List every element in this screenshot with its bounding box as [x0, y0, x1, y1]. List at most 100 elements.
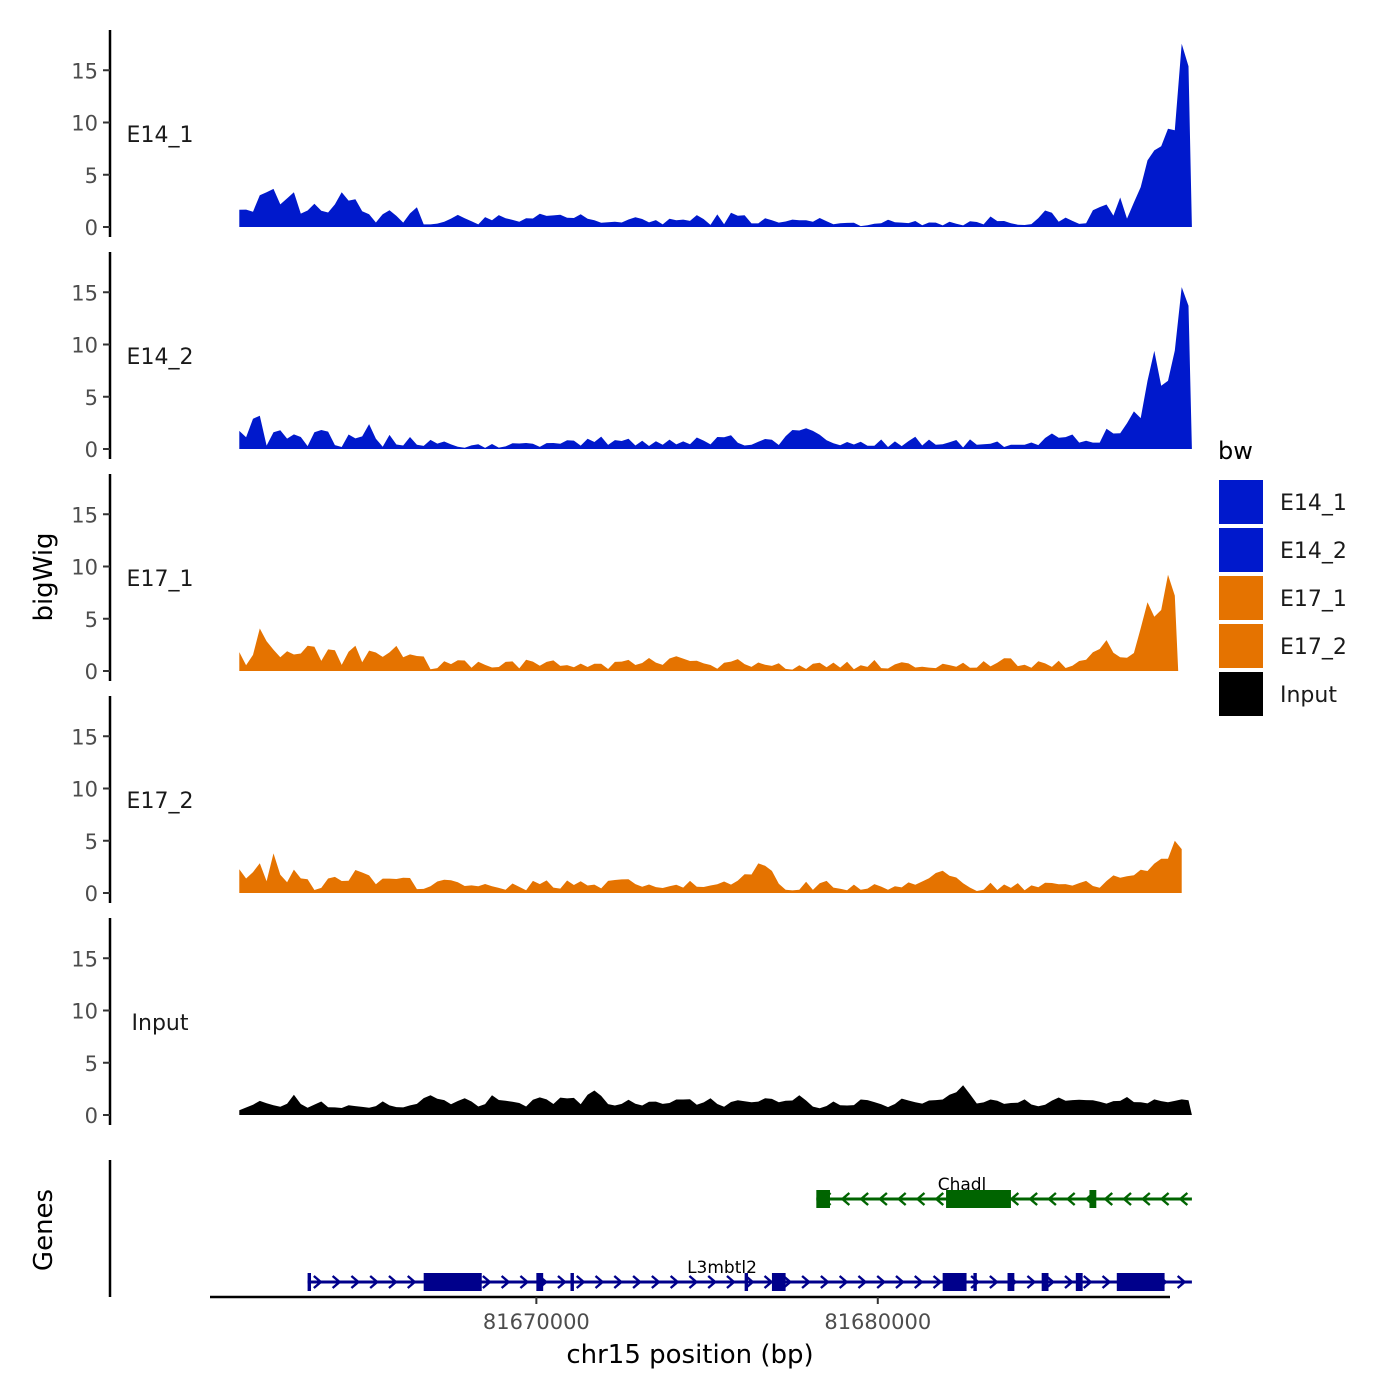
y-tick-label: 0 [85, 438, 98, 462]
legend-swatch-E14_2 [1219, 528, 1263, 572]
strand-arrow [575, 1275, 586, 1289]
exon [1089, 1190, 1097, 1208]
strand-arrow [726, 1275, 736, 1289]
strand-arrow [707, 1275, 718, 1289]
x-axis: 81670000 81680000 [210, 1295, 1170, 1334]
y-tick-label: 15 [71, 947, 98, 971]
exon [942, 1273, 967, 1291]
strand-arrow [350, 1275, 361, 1289]
legend-label-E17_2: E17_2 [1280, 635, 1347, 660]
panel-E14_1: 0 5 10 15 E14_1 [71, 30, 1192, 240]
gene-label: L3mbtl2 [687, 1258, 757, 1278]
exon [816, 1190, 830, 1208]
y-tick-label: 0 [85, 1104, 98, 1128]
exon [1116, 1273, 1165, 1291]
strand-arrow [840, 1192, 851, 1206]
strand-arrow [613, 1275, 624, 1289]
strand-arrow [688, 1275, 699, 1289]
legend-swatch-E17_1 [1219, 576, 1263, 620]
strand-arrow [1101, 1275, 1112, 1289]
strand-arrow [744, 1275, 755, 1289]
coverage-area-E14_1 [239, 43, 1192, 228]
y-tick-label: 0 [85, 216, 98, 240]
y-axis-title: bigWig [29, 532, 59, 621]
strand-arrow [838, 1275, 849, 1289]
panel-label: E17_1 [127, 567, 194, 592]
coverage-panels: 0 5 10 15 E14_1 0 5 10 15 E14_2 0 5 10 15 E17_1 0 5 10 15 E… [71, 30, 1192, 1128]
strand-arrow [406, 1275, 417, 1289]
legend-label-E17_1: E17_1 [1280, 587, 1347, 612]
exon [570, 1273, 574, 1291]
legend-title: bw [1218, 437, 1253, 465]
exon [423, 1273, 482, 1291]
strand-arrow [763, 1275, 774, 1289]
coverage-area-E14_2 [239, 287, 1192, 449]
strand-arrow [895, 1275, 905, 1289]
y-tick-label: 0 [85, 660, 98, 684]
panel-E17_1: 0 5 10 15 E17_1 [71, 474, 1179, 684]
legend-label-Input: Input [1280, 683, 1337, 708]
x-tick-label: 81680000 [824, 1310, 931, 1334]
exon [744, 1273, 749, 1291]
strand-arrow [857, 1275, 868, 1289]
coverage-area-E17_2 [239, 840, 1182, 893]
exon [771, 1273, 786, 1291]
gene-label: Chadl [938, 1175, 987, 1195]
strand-arrow [934, 1192, 945, 1206]
strand-arrow [369, 1275, 380, 1289]
strand-arrow [557, 1275, 567, 1289]
x-axis-title: chr15 position (bp) [566, 1340, 813, 1370]
strand-arrow [801, 1275, 811, 1289]
panel-E17_2: 0 5 10 15 E17_2 [71, 696, 1182, 906]
strand-arrow [519, 1275, 530, 1289]
strand-arrow [1159, 1192, 1170, 1206]
strand-arrow [1064, 1275, 1074, 1289]
strand-arrow [500, 1275, 511, 1289]
legend-label-E14_2: E14_2 [1280, 539, 1347, 564]
coverage-area-E17_1 [239, 574, 1179, 671]
strand-arrow [820, 1275, 830, 1289]
strand-arrow [913, 1275, 924, 1289]
gene-track: Chadl L3mbtl2 [108, 1160, 1192, 1297]
strand-arrow [388, 1275, 398, 1289]
y-tick-label: 10 [71, 556, 98, 580]
strand-arrow [482, 1275, 492, 1289]
x-tick-label: 81670000 [483, 1310, 590, 1334]
strand-arrow [1047, 1192, 1057, 1206]
strand-arrow [1103, 1192, 1114, 1206]
exon [946, 1190, 1011, 1208]
gene-track-title: Genes [29, 1189, 59, 1271]
legend-swatch-Input [1219, 672, 1263, 716]
legend-swatch-E17_2 [1219, 624, 1263, 668]
strand-arrow [1065, 1192, 1076, 1206]
exon [1075, 1273, 1083, 1291]
y-tick-label: 10 [71, 112, 98, 136]
strand-arrow [932, 1275, 943, 1289]
strand-arrow [782, 1275, 793, 1289]
panel-label: E14_2 [127, 345, 194, 370]
strand-arrow [669, 1275, 680, 1289]
y-tick-label: 10 [71, 334, 98, 358]
gene-L3mbtl2: L3mbtl2 [307, 1258, 1192, 1291]
y-tick-label: 5 [85, 164, 98, 188]
exon [307, 1273, 312, 1291]
y-tick-label: 15 [71, 281, 98, 305]
strand-arrow [1082, 1275, 1093, 1289]
strand-arrow [896, 1192, 907, 1206]
strand-arrow [1178, 1192, 1189, 1206]
exon [1007, 1273, 1015, 1291]
legend-swatch-E14_1 [1219, 480, 1263, 524]
legend: bw E14_1 E14_2 E17_1 E17_2 Input [1218, 437, 1347, 716]
y-tick-label: 5 [85, 1052, 98, 1076]
y-tick-label: 15 [71, 503, 98, 527]
y-tick-label: 5 [85, 608, 98, 632]
strand-arrow [915, 1192, 926, 1206]
y-tick-label: 10 [71, 778, 98, 802]
y-tick-label: 5 [85, 830, 98, 854]
legend-label-E14_1: E14_1 [1280, 491, 1347, 516]
exon [1041, 1273, 1049, 1291]
strand-arrow [859, 1192, 869, 1206]
y-tick-label: 5 [85, 386, 98, 410]
y-tick-label: 10 [71, 1000, 98, 1024]
strand-arrow [1140, 1192, 1151, 1206]
